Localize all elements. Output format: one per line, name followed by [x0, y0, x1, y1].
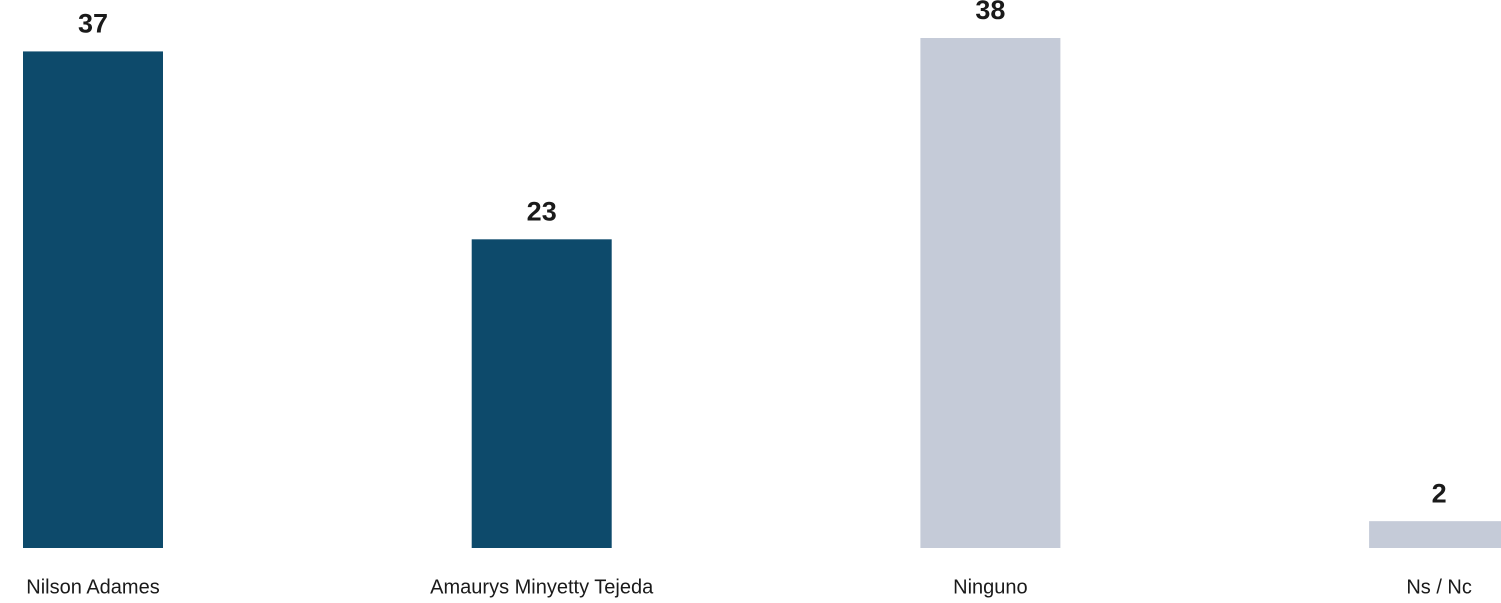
- value-label: 23: [527, 196, 557, 226]
- value-label: 38: [975, 0, 1005, 25]
- bar: [23, 51, 163, 548]
- x-tick-label: Nilson Adames: [26, 576, 159, 598]
- bar: [471, 239, 612, 548]
- x-tick-label: Amaurys Minyetty Tejeda: [430, 576, 654, 598]
- bar: [920, 38, 1061, 548]
- bar: [1369, 521, 1501, 548]
- x-tick-label: Ninguno: [953, 576, 1028, 598]
- value-label: 2: [1432, 478, 1447, 508]
- value-label: 37: [78, 9, 108, 39]
- x-tick-label: Ns / Nc: [1406, 576, 1472, 598]
